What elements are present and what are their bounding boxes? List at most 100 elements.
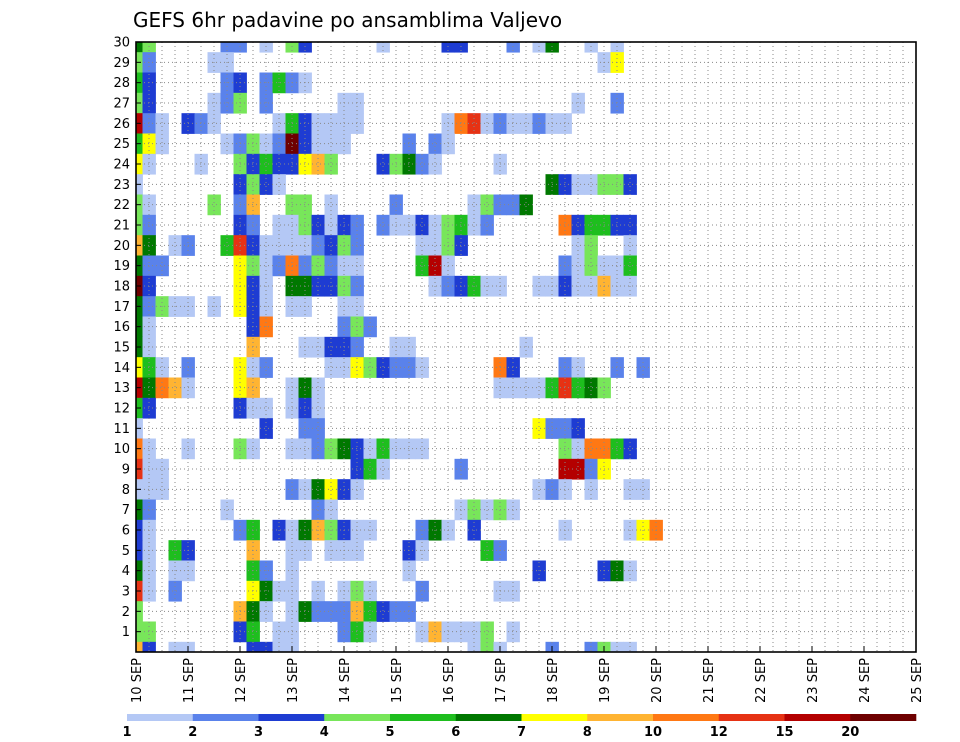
heatmap-cell bbox=[376, 214, 390, 236]
x-tick-label: 20 SEP bbox=[650, 658, 665, 703]
heatmap-cell bbox=[467, 214, 481, 236]
legend-swatch bbox=[390, 714, 457, 721]
heatmap-cell bbox=[532, 479, 546, 500]
heatmap-cell bbox=[506, 499, 520, 521]
heatmap-cell bbox=[428, 235, 442, 256]
heatmap-cell bbox=[311, 438, 325, 460]
heatmap-cell bbox=[506, 580, 520, 602]
heatmap-cell bbox=[558, 357, 572, 378]
heatmap-cell bbox=[376, 458, 390, 480]
heatmap-cell bbox=[415, 255, 429, 277]
legend-swatch bbox=[587, 714, 654, 721]
heatmap-cell bbox=[168, 235, 182, 256]
y-tick-label: 2 bbox=[122, 605, 130, 620]
heatmap-cell bbox=[168, 377, 182, 399]
heatmap-cell bbox=[415, 153, 429, 175]
heatmap-cell bbox=[480, 214, 494, 236]
heatmap-cell bbox=[454, 621, 468, 643]
heatmap-cell bbox=[623, 438, 637, 460]
heatmap-cell bbox=[272, 580, 286, 602]
heatmap-cell bbox=[272, 621, 286, 643]
heatmap-cell bbox=[428, 255, 442, 277]
heatmap-cell bbox=[298, 479, 312, 500]
heatmap-cell bbox=[480, 113, 494, 134]
x-tick-label: 17 SEP bbox=[494, 658, 509, 703]
y-tick-label: 24 bbox=[113, 158, 130, 173]
heatmap-cell bbox=[636, 357, 650, 378]
heatmap-cell bbox=[298, 194, 312, 216]
heatmap-cell bbox=[246, 397, 260, 419]
heatmap-cell bbox=[220, 42, 234, 53]
y-tick-label: 26 bbox=[113, 117, 130, 132]
heatmap-cell bbox=[155, 377, 169, 399]
heatmap-cell bbox=[324, 499, 338, 521]
heatmap-cell bbox=[142, 92, 156, 114]
heatmap-cell bbox=[350, 214, 364, 236]
heatmap-cell bbox=[311, 601, 325, 622]
heatmap-cell bbox=[259, 133, 273, 155]
heatmap-cell bbox=[402, 336, 416, 358]
heatmap-cell bbox=[259, 641, 273, 653]
heatmap-cell bbox=[142, 357, 156, 378]
heatmap-cell bbox=[272, 255, 286, 277]
y-tick-label: 20 bbox=[113, 239, 130, 254]
heatmap-cell bbox=[324, 153, 338, 175]
heatmap-cell bbox=[311, 397, 325, 419]
y-tick-label: 28 bbox=[113, 76, 130, 91]
x-tick-label: 18 SEP bbox=[546, 658, 561, 703]
heatmap-cell bbox=[584, 641, 598, 653]
color-legend: 1 2 3 4 5 6 7 8 10 12 15 20 bbox=[122, 714, 917, 740]
heatmap-cell bbox=[350, 438, 364, 460]
heatmap-cell bbox=[259, 42, 273, 53]
y-tick-label: 30 bbox=[113, 36, 130, 51]
heatmap-cell bbox=[298, 113, 312, 134]
heatmap-cell bbox=[142, 194, 156, 216]
heatmap-cell bbox=[246, 357, 260, 378]
heatmap-cell bbox=[532, 377, 546, 399]
heatmap-cell bbox=[571, 418, 585, 439]
heatmap-cell bbox=[350, 235, 364, 256]
heatmap-cell bbox=[311, 336, 325, 358]
heatmap-cell bbox=[311, 580, 325, 602]
heatmap-cell bbox=[311, 235, 325, 256]
y-tick-label: 21 bbox=[113, 219, 130, 234]
heatmap-cell bbox=[350, 113, 364, 134]
x-tick-label: 22 SEP bbox=[754, 658, 769, 703]
heatmap-cell bbox=[142, 621, 156, 643]
heatmap-cell bbox=[272, 235, 286, 256]
heatmap-cell bbox=[350, 479, 364, 500]
heatmap-cell bbox=[142, 641, 156, 653]
heatmap-cell bbox=[194, 153, 208, 175]
heatmap-cell bbox=[207, 113, 221, 134]
heatmap-cell bbox=[467, 194, 481, 216]
heatmap-cell bbox=[259, 153, 273, 175]
legend-label: 7 bbox=[517, 725, 526, 740]
heatmap-cell bbox=[454, 499, 468, 521]
heatmap-cell bbox=[298, 255, 312, 277]
heatmap-cell bbox=[584, 377, 598, 399]
y-tick-label: 23 bbox=[113, 178, 130, 193]
heatmap-cell bbox=[259, 235, 273, 256]
legend-swatch bbox=[455, 714, 522, 721]
heatmap-cell bbox=[467, 621, 481, 643]
heatmap-cell bbox=[467, 113, 481, 134]
heatmap-cell bbox=[324, 601, 338, 622]
heatmap-cell bbox=[311, 479, 325, 500]
heatmap-cell bbox=[155, 357, 169, 378]
y-tick-label: 4 bbox=[122, 564, 130, 579]
legend-swatch bbox=[718, 714, 785, 721]
heatmap-cell bbox=[220, 235, 234, 256]
chart-title: GEFS 6hr padavine po ansamblima Valjevo bbox=[133, 8, 562, 32]
y-tick-label: 5 bbox=[122, 544, 130, 559]
x-tick-label: 14 SEP bbox=[338, 658, 353, 703]
heatmap-cell bbox=[402, 133, 416, 155]
legend-label: 4 bbox=[320, 725, 329, 740]
heatmap-cell bbox=[610, 92, 624, 114]
heatmap-cell bbox=[350, 92, 364, 114]
heatmap-cell bbox=[324, 113, 338, 134]
heatmap-cell bbox=[142, 499, 156, 521]
y-tick-label: 6 bbox=[122, 524, 130, 539]
heatmap-cell bbox=[571, 438, 585, 460]
heatmap-cell bbox=[259, 397, 273, 419]
heatmap-cell bbox=[623, 174, 637, 195]
